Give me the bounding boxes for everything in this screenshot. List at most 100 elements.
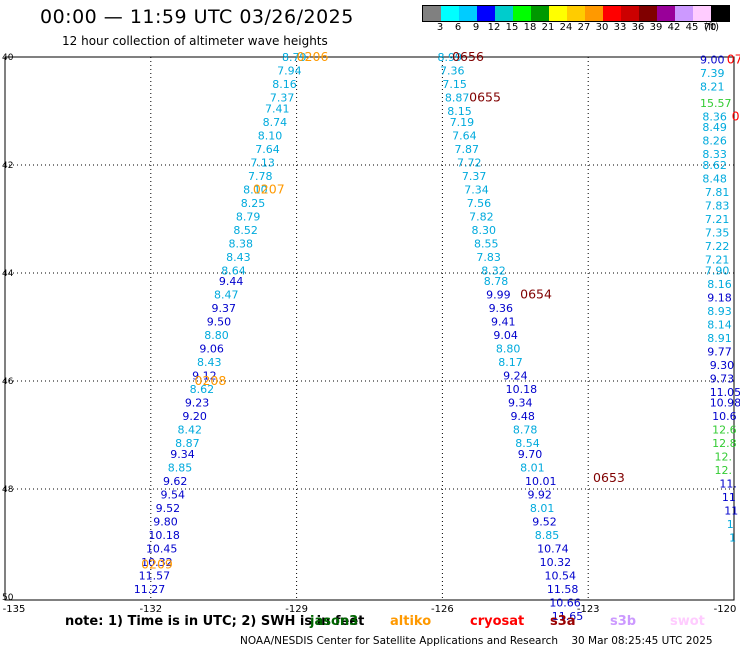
wave-height-value: 8.10: [258, 129, 283, 142]
wave-height-value: 7.22: [705, 240, 730, 253]
y-tick-label: 50: [2, 593, 14, 603]
color-swatch: [441, 6, 459, 21]
color-swatch: [531, 6, 549, 21]
wave-height-value: 9.92: [527, 488, 552, 501]
satellite-label-swot: swot: [670, 614, 705, 629]
wave-height-value: 11.: [719, 478, 737, 491]
wave-height-value: 9.99: [486, 289, 511, 302]
wave-height-value: 9.41: [491, 316, 516, 329]
wave-height-value: 7.81: [705, 186, 730, 199]
wave-height-value: 7.13: [250, 156, 275, 169]
wave-height-value: 10.18: [506, 383, 537, 396]
wave-height-value: 8.85: [168, 461, 193, 474]
wave-height-value: 7.36: [440, 65, 465, 78]
satellite-label-jason3: jason3: [310, 614, 359, 629]
color-scale-label: 9: [472, 22, 480, 33]
wave-height-value: 12.: [715, 464, 733, 477]
wave-height-value: 8.79: [236, 210, 261, 223]
color-scale-label: 70: [703, 22, 717, 33]
wave-height-value: 8.85: [535, 529, 560, 542]
credit-line: NOAA/NESDIS Center for Satellite Applica…: [240, 635, 713, 647]
pass-time-label: 0655: [469, 90, 501, 105]
color-scale-label: 42: [667, 22, 681, 33]
wave-height-value: 7.35: [705, 227, 730, 240]
color-scale-label: 30: [595, 22, 609, 33]
chart-title: 00:00 — 11:59 UTC 03/26/2025: [40, 6, 354, 28]
color-scale-label: 15: [505, 22, 519, 33]
wave-height-value: 11.57: [139, 569, 171, 582]
wave-height-value: 7.90: [705, 264, 730, 277]
y-tick-label: 46: [2, 377, 14, 387]
wave-height-value: 9.48: [510, 410, 535, 423]
wave-height-value: 9.37: [212, 302, 237, 315]
color-scale-label: 12: [487, 22, 501, 33]
wave-height-value: 7.21: [705, 213, 730, 226]
wave-height-value: 8.43: [226, 251, 251, 264]
y-tick-label: 40: [2, 53, 14, 63]
wave-height-value: 8.54: [515, 437, 540, 450]
wave-height-value: 12.8: [712, 437, 737, 450]
wave-height-value: 9.18: [707, 291, 732, 304]
wave-height-value: 7.21: [705, 254, 730, 267]
grid-lines: [5, 57, 734, 600]
satellite-label-s3b: s3b: [610, 614, 637, 629]
wave-height-value: 8.25: [241, 197, 266, 210]
wave-height-value: 9.36: [489, 302, 514, 315]
axis-ticks: -135 -132 -129 -126 -123 -120 40 42 44 46 48 50: [2, 53, 736, 615]
wave-height-value: 9.50: [207, 316, 232, 329]
wave-height-value: 11: [722, 491, 736, 504]
wave-height-value: 8.01: [520, 461, 545, 474]
satellite-label-cryosat: cryosat: [470, 614, 525, 629]
wave-height-value: 8.43: [197, 356, 222, 369]
wave-height-value: 7.37: [462, 170, 487, 183]
wave-height-value: 10.01: [525, 475, 557, 488]
color-swatch: [567, 6, 585, 21]
y-tick-label: 48: [2, 485, 14, 495]
wave-height-value: 9.24: [503, 370, 528, 383]
wave-height-value: 8.87: [175, 437, 200, 450]
wave-height-value: 10.32: [540, 556, 572, 569]
x-tick-label: -126: [431, 604, 454, 615]
wave-height-value: 8.80: [496, 343, 521, 356]
pass-time-label: 071: [727, 52, 740, 67]
wave-height-value: 8.79: [282, 51, 307, 64]
wave-height-value: 9.00: [700, 54, 725, 67]
wave-height-value: 9.73: [710, 372, 735, 385]
wave-height-value: 9.52: [532, 515, 557, 528]
x-tick-label: -135: [3, 604, 26, 615]
wave-height-value: 9.77: [707, 345, 732, 358]
satellite-label-s3a: s3a: [550, 614, 576, 629]
wave-height-value: 9.52: [156, 502, 181, 515]
color-scale-label: 3: [436, 22, 444, 33]
wave-height-value: 9.80: [153, 515, 178, 528]
wave-height-value: 8.33: [702, 148, 727, 161]
wave-height-value: 8.99: [438, 51, 463, 64]
wave-height-value: 11.27: [134, 583, 166, 596]
color-scale-label: 27: [577, 22, 591, 33]
wave-height-value: 7.41: [265, 102, 290, 115]
wave-height-value: 8.32: [481, 264, 506, 277]
wave-height-value: 10.66: [549, 596, 581, 609]
chart-subtitle: 12 hour collection of altimeter wave hei…: [62, 34, 328, 48]
wave-height-value: 9.34: [508, 397, 533, 410]
plot-frame: [4, 56, 735, 601]
wave-height-value: 8.91: [707, 332, 732, 345]
wave-height-value: 8.78: [484, 275, 509, 288]
wave-height-value: 10.32: [141, 556, 173, 569]
wave-height-value: 9.62: [163, 475, 188, 488]
wave-height-value: 8.74: [263, 116, 288, 129]
wave-height-value: 8.55: [474, 237, 499, 250]
wave-height-value: 7.34: [464, 183, 489, 196]
wave-height-value: 8.16: [272, 78, 297, 91]
color-scale-label: 18: [523, 22, 537, 33]
color-swatch: [549, 6, 567, 21]
wave-height-value: 8.01: [530, 502, 555, 515]
wave-height-value: 7.78: [248, 170, 273, 183]
wave-height-value: 8.10: [243, 183, 268, 196]
color-swatch: [639, 6, 657, 21]
wave-height-value: 7.37: [270, 92, 295, 105]
wave-height-value: 7.82: [469, 210, 494, 223]
wave-height-value: 15.57: [700, 97, 732, 110]
wave-height-value: 11: [724, 505, 738, 518]
